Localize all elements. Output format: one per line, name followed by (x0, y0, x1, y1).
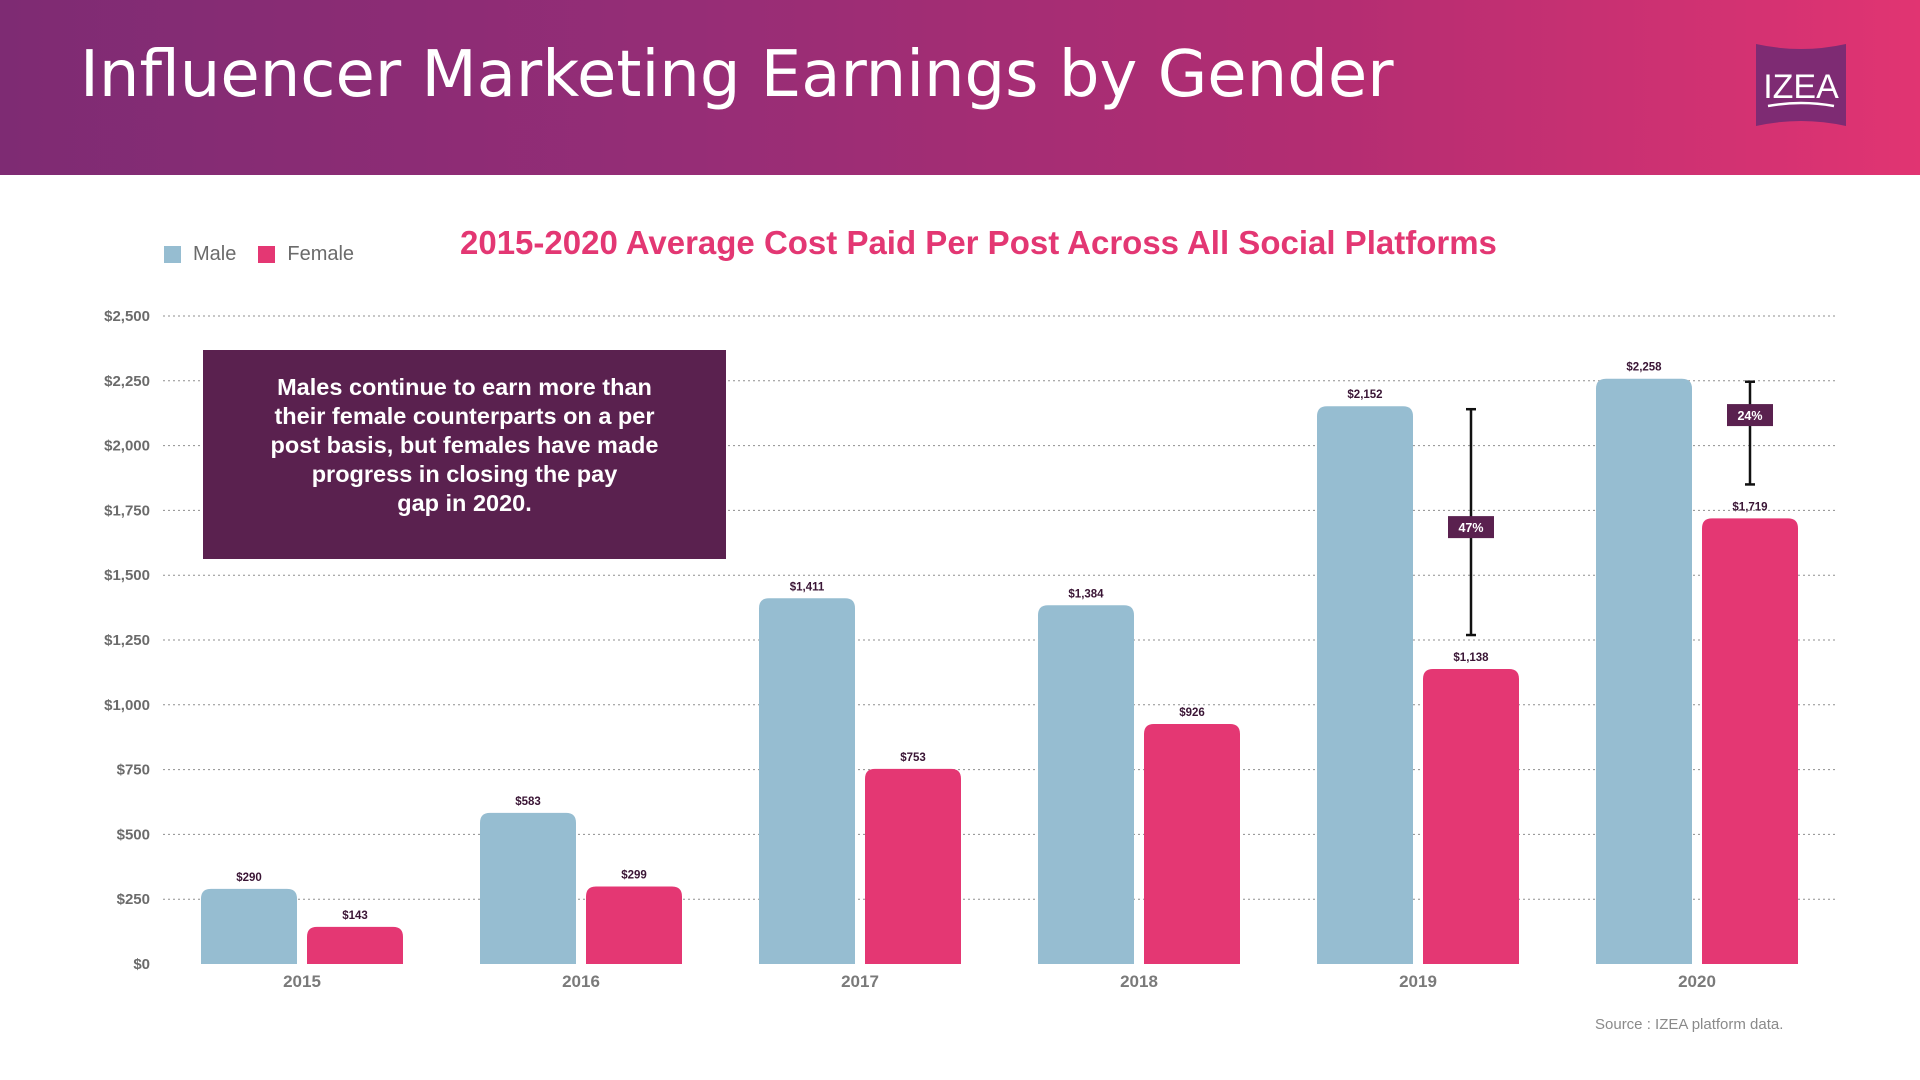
y-tick-label: $1,250 (104, 632, 150, 649)
page-title: Influencer Marketing Earnings by Gender (80, 38, 1394, 112)
gap-badge (1448, 516, 1494, 539)
bar-female-2018 (1144, 723, 1240, 964)
callout-line: Males continue to earn more than (277, 374, 652, 400)
legend-label-female: Female (287, 243, 355, 265)
header-banner: Influencer Marketing Earnings by Gender … (0, 0, 1920, 175)
bar-female-2017 (865, 768, 961, 964)
x-tick-label: 2019 (1399, 972, 1437, 991)
value-label: $1,138 (1453, 652, 1489, 664)
callout-line: their female counterparts on a per (274, 403, 655, 429)
value-label: $1,384 (1068, 588, 1104, 600)
value-labels: $290 $143 $583 $299 $1,411 $753 $1,384 $926 $2,1… (236, 362, 1767, 922)
callout-line: progress in closing the pay (311, 461, 618, 487)
legend-swatch-male (164, 246, 181, 263)
legend-item-male: Male (164, 243, 236, 266)
bar-female-2015 (307, 926, 403, 964)
y-tick-label: $1,000 (104, 697, 150, 714)
bar-male-2018 (1038, 605, 1134, 964)
y-tick-label: $750 (117, 762, 150, 779)
legend-label-male: Male (193, 243, 237, 265)
bar-male-2015 (201, 888, 297, 964)
y-tick-label: $250 (117, 891, 150, 908)
callout-line: post basis, but females have made (270, 432, 659, 458)
gap-badge (1727, 404, 1773, 427)
y-tick-label: $500 (117, 826, 150, 843)
gap-annotation-2020: 24% (1727, 380, 1773, 486)
legend-item-female: Female (258, 243, 354, 266)
insight-callout: Males continue to earn more than their f… (203, 350, 726, 559)
x-axis-ticks: 2015 2016 2017 2018 2019 2020 (283, 972, 1716, 991)
chart-title: 2015-2020 Average Cost Paid Per Post Acr… (460, 224, 1497, 261)
y-tick-label: $2,500 (104, 308, 150, 325)
x-tick-label: 2020 (1678, 972, 1716, 991)
value-label: $1,411 (790, 581, 825, 593)
value-label: $2,152 (1347, 389, 1382, 401)
callout-line: gap in 2020. (397, 490, 532, 516)
value-label: $753 (900, 752, 926, 764)
value-label: $583 (515, 796, 541, 808)
value-label: $143 (342, 910, 368, 922)
y-tick-label: $0 (133, 956, 150, 973)
bar-male-2017 (759, 598, 855, 964)
x-tick-label: 2015 (283, 972, 321, 991)
logo-text: IZEA (1763, 68, 1839, 106)
bar-female-2019 (1423, 669, 1519, 964)
y-tick-label: $2,250 (104, 373, 150, 390)
gap-badge-label: 24% (1737, 409, 1762, 423)
bar-male-2020 (1596, 378, 1692, 964)
gap-annotation-2019: 47% (1448, 407, 1494, 637)
bar-female-2020 (1702, 518, 1798, 964)
value-label: $299 (621, 869, 647, 881)
bars (201, 378, 1798, 964)
chart-legend: Male Female (164, 243, 364, 266)
value-label: $1,719 (1732, 501, 1767, 513)
y-axis-ticks: $0 $250 $500 $750 $1,000 $1,250 $1,500 $1,750 $2… (104, 308, 150, 973)
x-tick-label: 2018 (1120, 972, 1158, 991)
gap-annotations: 47% 24% (1448, 380, 1773, 637)
x-tick-label: 2016 (562, 972, 600, 991)
y-tick-label: $2,000 (104, 438, 150, 455)
bar-male-2016 (480, 812, 576, 964)
insight-callout-text: Males continue to earn more than their f… (271, 373, 659, 518)
y-tick-label: $1,750 (104, 502, 150, 519)
value-label: $926 (1179, 707, 1205, 719)
gap-badge-label: 47% (1458, 521, 1483, 535)
gridlines (163, 315, 1838, 900)
value-label: $2,258 (1626, 362, 1662, 374)
source-note: Source : IZEA platform data. (1595, 1016, 1784, 1033)
bar-female-2016 (586, 886, 682, 964)
bar-male-2019 (1317, 406, 1413, 964)
izea-logo-icon: IZEA (1752, 42, 1850, 128)
x-tick-label: 2017 (841, 972, 879, 991)
value-label: $290 (236, 872, 262, 884)
y-tick-label: $1,500 (104, 567, 150, 584)
legend-swatch-female (258, 246, 276, 263)
